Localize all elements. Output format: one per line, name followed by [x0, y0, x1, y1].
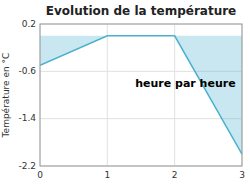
- plot-background: [40, 24, 242, 166]
- chart-container: 0.2 -0.6 -1.4 -2.20 1 2 3 Evolution de la tempé…: [0, 0, 250, 188]
- plot-frame: [40, 24, 242, 166]
- y-tick-label: -2.2: [18, 161, 36, 171]
- marks: [40, 36, 242, 154]
- y-tick-label: 0.2: [22, 19, 36, 29]
- x-tick-label: 2: [172, 170, 178, 180]
- chart-svg: 0.2 -0.6 -1.4 -2.20 1 2 3 Evolution de la tempé…: [0, 0, 250, 188]
- y-axis-label: Température en °C: [1, 53, 11, 139]
- annotation: heure par heure: [135, 77, 235, 90]
- y-grid-line: [40, 118, 242, 119]
- grid: [40, 24, 242, 166]
- x-grid-line: [174, 24, 175, 166]
- x-tick-label: 1: [104, 170, 110, 180]
- line: [40, 36, 242, 154]
- area-fill: [40, 36, 242, 154]
- x-grid-line: [107, 24, 108, 166]
- x-tick-label: 3: [239, 170, 245, 180]
- x-tick-label: 0: [37, 170, 43, 180]
- y-tick-label: -0.6: [18, 66, 36, 76]
- y-tick-label: -1.4: [18, 113, 36, 123]
- title: Evolution de la température: [46, 4, 237, 18]
